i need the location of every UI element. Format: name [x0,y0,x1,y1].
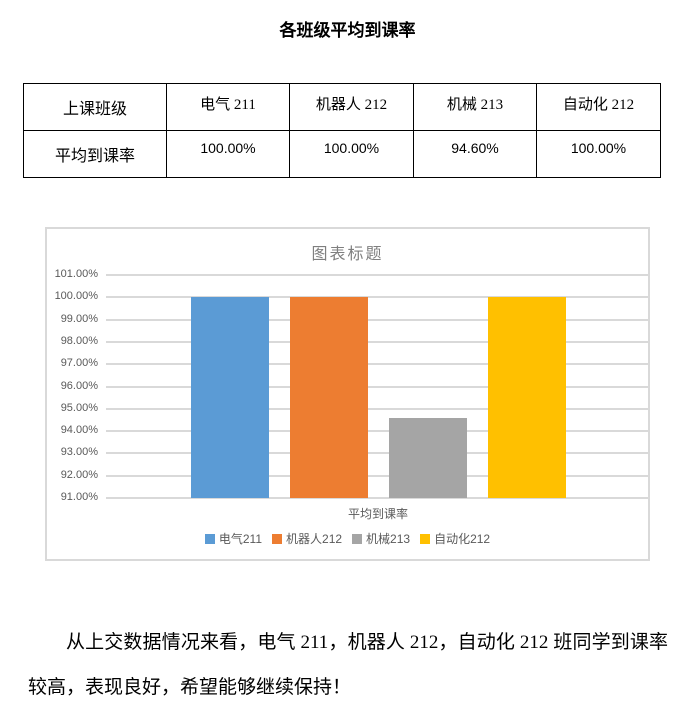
attendance-bar-chart: 图表标题 101.00% 100.00% 99.00% 98.00% 97.00% 96.… [45,227,650,561]
bar-电气211 [190,297,269,498]
gridline [106,430,650,433]
gridline [106,407,650,410]
legend-item-机器人212: 机器人212 [272,530,342,547]
legend-label: 机械213 [366,532,411,546]
gridline [106,340,650,343]
legend-swatch-icon [352,533,363,544]
gridline [106,385,650,388]
y-axis-tick-label: 94.00% [60,424,98,437]
legend-swatch-icon [420,533,431,544]
table-row: 上课班级 电气 211 机器人 212 机械 213 自动化 212 [23,83,661,131]
y-axis-tick-label: 93.00% [60,446,98,459]
y-axis-tick-label: 98.00% [60,334,98,347]
table-rate-row-label: 平均到课率 [23,130,167,178]
legend-label: 电气211 [218,532,263,546]
legend-swatch-icon [204,533,215,544]
bar-机器人212 [289,297,368,498]
table-class-name: 电气 211 [166,83,290,131]
y-axis-tick-label: 96.00% [60,379,98,392]
gridline [106,296,650,299]
table-rate-value: 100.00% [289,130,414,178]
chart-legend: 电气211 机器人212 机械213 自动化212 [47,530,648,547]
table-class-name: 机器人 212 [289,83,414,131]
legend-label: 自动化212 [434,532,491,546]
legend-item-自动化212: 自动化212 [420,530,490,547]
chart-title: 图表标题 [311,246,384,263]
summary-paragraph: 从上交数据情况来看，电气 211，机器人 212，自动化 212 班同学到课率较… [28,632,668,698]
table-rate-value: 100.00% [166,130,290,178]
y-axis-tick-label: 99.00% [60,312,98,325]
document-title: 各班级平均到课率 [279,21,416,40]
gridline [106,474,650,477]
x-axis-category-label: 平均到课率 [347,507,408,521]
table-rate-value: 100.00% [536,130,661,178]
gridline [106,452,650,455]
gridline [106,274,650,276]
table-row: 平均到课率 100.00% 100.00% 94.60% 100.00% [23,130,661,178]
gridline [106,318,650,321]
table-header-class-row-label: 上课班级 [23,83,167,131]
legend-item-电气211: 电气211 [204,530,263,547]
y-axis-tick-label: 91.00% [60,491,98,503]
gridline [106,497,650,499]
attendance-table: 上课班级 电气 211 机器人 212 机械 213 自动化 212 平均到课率… [23,83,661,178]
y-axis-tick-label: 92.00% [60,468,98,481]
y-axis-tick-label: 101.00% [54,268,98,280]
y-axis-tick-label: 95.00% [60,401,98,414]
bar-机械213 [388,417,467,498]
legend-item-机械213: 机械213 [352,530,410,547]
table-rate-value: 94.60% [413,130,537,178]
y-axis-tick-label: 97.00% [60,357,98,370]
legend-label: 机器人212 [286,532,343,546]
gridline [106,363,650,366]
bar-自动化212 [487,297,566,498]
table-class-name: 机械 213 [413,83,537,131]
legend-swatch-icon [272,533,283,544]
table-class-name: 自动化 212 [536,83,661,131]
y-axis-tick-label: 100.00% [54,290,98,303]
